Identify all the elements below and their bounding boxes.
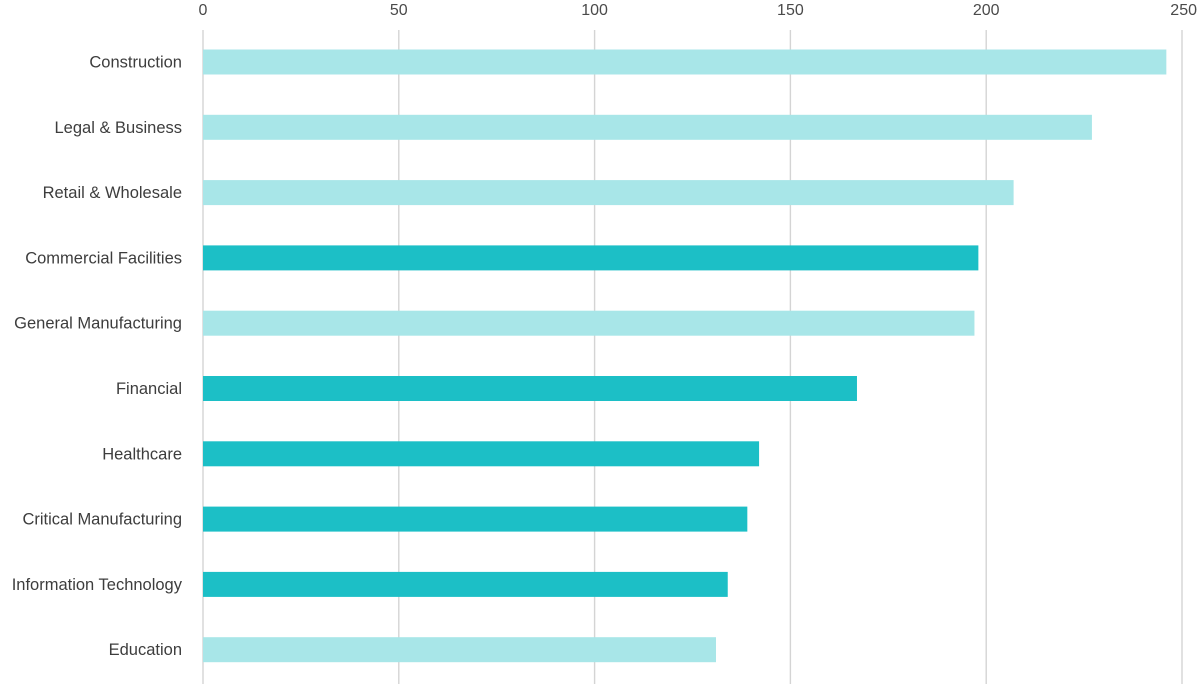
bars [203, 49, 1167, 663]
category-label: Information Technology [12, 576, 183, 594]
x-tick-label: 200 [973, 2, 1000, 19]
category-label: Financial [116, 380, 182, 398]
x-tick-label: 0 [199, 2, 208, 19]
category-labels: Construction Legal & Business Retail & Who… [12, 54, 183, 660]
category-label: Critical Manufacturing [22, 511, 182, 529]
x-tick-label: 250 [1170, 2, 1197, 19]
bar-information-technology [203, 571, 728, 597]
bar-healthcare [203, 441, 760, 467]
x-tick-label: 150 [777, 2, 804, 19]
category-label: General Manufacturing [14, 315, 182, 333]
bar-financial [203, 376, 857, 401]
bar-education [203, 637, 716, 663]
category-label: Commercial Facilities [25, 249, 182, 267]
x-tick-label: 50 [390, 2, 408, 19]
category-label: Construction [89, 54, 182, 72]
bar-retail-wholesale [203, 180, 1014, 206]
category-label: Healthcare [102, 445, 182, 463]
bar-commercial-facilities [203, 245, 979, 271]
x-tick-label: 100 [581, 2, 608, 19]
bar-legal-business [203, 114, 1092, 140]
bar-general-manufacturing [203, 310, 975, 336]
category-label: Education [109, 641, 182, 659]
category-label: Retail & Wholesale [43, 184, 182, 202]
category-label: Legal & Business [55, 119, 183, 137]
x-axis-ticks: 0 50 100 150 200 250 [199, 2, 1198, 19]
bar-critical-manufacturing [203, 506, 748, 532]
bar-construction [203, 49, 1167, 75]
